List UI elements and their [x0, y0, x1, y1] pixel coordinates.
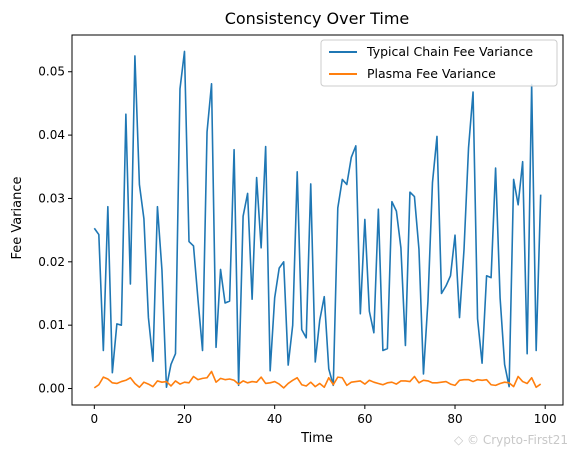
x-tick-label: 100 [534, 412, 557, 426]
x-tick-label: 20 [177, 412, 192, 426]
x-tick-label: 60 [357, 412, 372, 426]
y-tick-label: 0.03 [38, 191, 65, 205]
y-tick-label: 0.05 [38, 65, 65, 79]
plot-frame [71, 34, 564, 406]
x-tick-label: 80 [447, 412, 462, 426]
plot-area [71, 34, 564, 406]
chart-title: Consistency Over Time [225, 9, 410, 28]
y-axis-ticks: 0.00 0.01 0.02 0.03 0.04 0.05 [38, 65, 72, 396]
copyright-icon: © [467, 433, 480, 447]
y-tick-label: 0.04 [38, 128, 65, 142]
series-line-plasma [93, 370, 542, 389]
y-tick-label: 0.00 [38, 382, 65, 396]
series-line-typical-chain [93, 50, 542, 389]
watermark-text: Crypto-First21 [482, 433, 568, 447]
y-axis-label: Fee Variance [10, 176, 25, 259]
watermark-icon: ◇ [453, 433, 464, 447]
legend-box [320, 39, 558, 87]
watermark: ◇ © Crypto-First21 [454, 433, 568, 447]
x-axis-ticks: 0 20 40 60 80 100 [90, 405, 557, 426]
x-tick-label: 0 [90, 412, 98, 426]
y-tick-label: 0.02 [38, 255, 65, 269]
x-axis-label: Time [300, 431, 333, 446]
legend: Typical Chain Fee Variance Plasma Fee Var… [320, 39, 558, 87]
x-tick-label: 40 [267, 412, 282, 426]
legend-label: Plasma Fee Variance [367, 66, 496, 81]
legend-label: Typical Chain Fee Variance [366, 44, 533, 59]
y-tick-label: 0.01 [38, 318, 65, 332]
